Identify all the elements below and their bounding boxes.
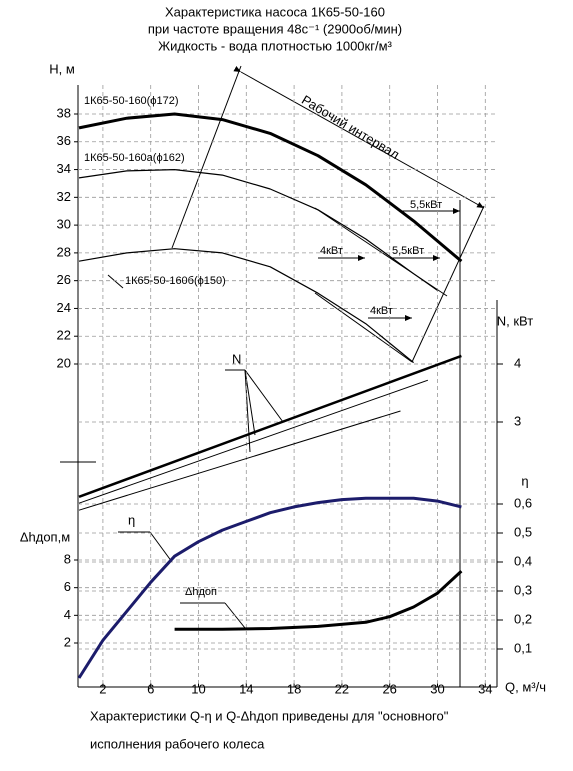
annotation: N	[232, 351, 241, 366]
axis-label: Δhдоп,м	[20, 529, 70, 544]
y-tick-label: 26	[57, 272, 71, 287]
x-tick-label: 30	[430, 681, 444, 696]
y-tick-label: 2	[64, 634, 71, 649]
chart-title: при частоте вращения 48с⁻¹ (2900об/мин)	[148, 21, 402, 36]
y-tick-label: 0,2	[514, 611, 532, 626]
x-tick-label: 2	[99, 681, 106, 696]
y-tick-label: 20	[57, 355, 71, 370]
annotation: 4кВт	[370, 305, 393, 317]
curve	[78, 410, 401, 511]
annotation: η	[128, 512, 135, 527]
x-tick-label: 34	[478, 681, 492, 696]
y-tick-label: 0,5	[514, 524, 532, 539]
y-tick-label: 24	[57, 300, 71, 315]
curve	[78, 379, 429, 504]
y-tick-label: 8	[64, 551, 71, 566]
footer-note: исполнения рабочего колеса	[90, 736, 265, 751]
curve	[174, 569, 463, 631]
y-tick-label: 0,4	[514, 553, 532, 568]
x-tick-label: 26	[382, 681, 396, 696]
curve	[78, 354, 462, 498]
curve	[77, 496, 462, 679]
curve	[78, 112, 463, 263]
annotation: 5,5кВт	[410, 199, 442, 211]
y-tick-label: 30	[57, 217, 71, 232]
chart-title: Жидкость - вода плотностью 1000кг/м³	[158, 38, 392, 53]
annotation: Рабочий интервал	[299, 92, 402, 162]
y-tick-label: 0,3	[514, 582, 532, 597]
annotation: 1К65-50-160(ϕ172)	[84, 95, 179, 107]
y-tick-label: 4	[64, 607, 71, 622]
y-tick-label: 38	[57, 105, 71, 120]
y-tick-label: 36	[57, 133, 71, 148]
curve	[78, 169, 438, 291]
y-tick-label: 0,6	[514, 495, 532, 510]
y-tick-label: 6	[64, 579, 71, 594]
annotation: 5,5кВт	[392, 245, 424, 257]
annotation: 1К65-50-160б(ϕ150)	[125, 275, 226, 287]
x-tick-label: 22	[335, 681, 349, 696]
y-tick-label: 22	[57, 328, 71, 343]
axis-label: N, кВт	[497, 313, 534, 328]
x-axis-label: Q, м³/ч	[505, 679, 546, 694]
x-tick-label: 10	[191, 681, 205, 696]
annotation: 1К65-50-160а(ϕ162)	[84, 152, 185, 164]
annotation: 4кВт	[320, 245, 343, 257]
axis-label: H, м	[49, 61, 75, 76]
y-tick-label: 4	[514, 355, 521, 370]
footer-note: Характеристики Q-η и Q-Δhдоп приведены д…	[90, 708, 449, 723]
y-tick-label: 3	[514, 413, 521, 428]
y-tick-label: 32	[57, 189, 71, 204]
chart-title: Характеристика насоса 1К65-50-160	[165, 4, 385, 19]
y-tick-label: 0,1	[514, 640, 532, 655]
annotation: Δhдоп	[185, 586, 217, 598]
x-tick-label: 6	[147, 681, 154, 696]
y-tick-label: 34	[57, 161, 71, 176]
axis-label: η	[521, 473, 528, 488]
curve	[78, 248, 414, 364]
x-tick-label: 18	[287, 681, 301, 696]
x-tick-label: 14	[239, 681, 253, 696]
y-tick-label: 28	[57, 244, 71, 259]
